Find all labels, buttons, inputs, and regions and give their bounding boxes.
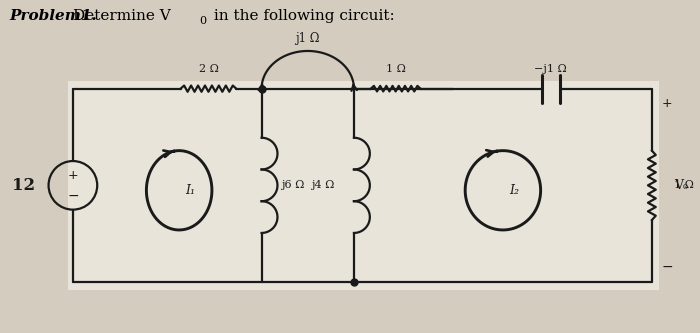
Text: I₁: I₁ [185,184,195,197]
Text: 1 Ω: 1 Ω [673,180,694,190]
Text: 1 Ω: 1 Ω [386,64,405,74]
Text: +: + [662,97,673,110]
Text: 0: 0 [199,16,206,26]
Text: j6 Ω: j6 Ω [281,180,304,190]
Text: I₂: I₂ [509,184,519,197]
Text: Problem1.: Problem1. [9,9,97,23]
Text: Determine V: Determine V [73,9,171,23]
Text: 2 Ω: 2 Ω [199,64,218,74]
Text: −j1 Ω: −j1 Ω [534,64,567,74]
Text: +: + [68,169,78,182]
Text: −: − [662,260,673,274]
Text: in the following circuit:: in the following circuit: [209,9,395,23]
Text: 12: 12 [12,177,35,194]
Text: j1 Ω: j1 Ω [295,32,320,45]
Text: j4 Ω: j4 Ω [311,180,334,190]
Text: V₀: V₀ [673,179,687,192]
FancyBboxPatch shape [68,81,659,290]
Text: −: − [67,189,78,203]
